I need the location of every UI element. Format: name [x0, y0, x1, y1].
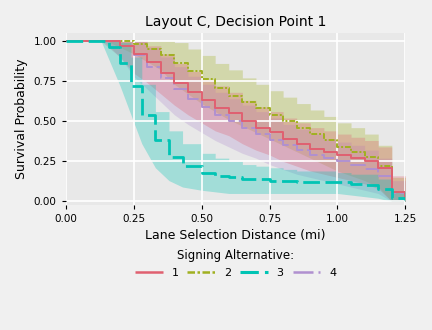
X-axis label: Lane Selection Distance (mi): Lane Selection Distance (mi) — [145, 229, 326, 242]
Y-axis label: Survival Probability: Survival Probability — [15, 58, 28, 179]
Title: Layout C, Decision Point 1: Layout C, Decision Point 1 — [145, 15, 326, 29]
Legend: 1, 2, 3, 4: 1, 2, 3, 4 — [130, 245, 341, 282]
